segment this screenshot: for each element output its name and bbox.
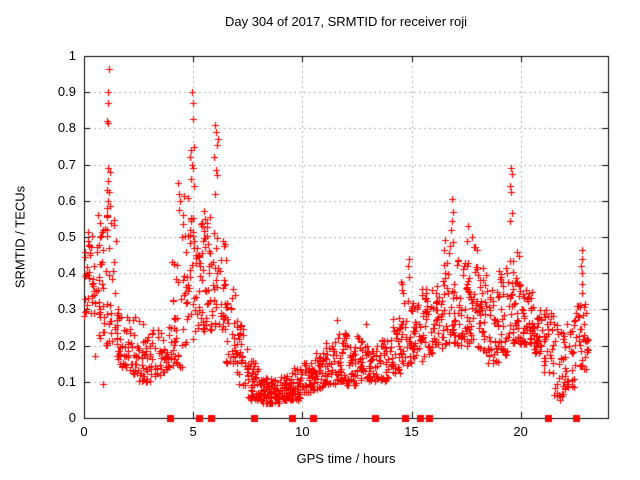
y-tick-label: 0.9 (57, 84, 76, 100)
x-tick-label: 5 (189, 424, 197, 439)
y-tick-label: 0.7 (57, 156, 76, 172)
y-tick-label: 0.6 (57, 192, 76, 208)
chart-title: Day 304 of 2017, SRMTID for receiver roj… (224, 14, 468, 29)
y-tick-label: 1 (68, 48, 76, 63)
y-tick-label: 0.4 (57, 265, 76, 281)
x-tick-label: 10 (295, 424, 310, 439)
x-tick-label: 0 (80, 424, 88, 439)
x-axis-title: GPS time / hours (296, 451, 396, 466)
y-tick-label: 0.8 (57, 120, 76, 136)
y-tick-label: 0.2 (57, 337, 76, 353)
y-tick-label: 0 (68, 410, 76, 425)
y-tick-label: 0.5 (57, 229, 76, 244)
y-tick-label: 0.3 (57, 301, 76, 317)
x-tick-label: 15 (404, 424, 419, 439)
y-tick-label: 0.1 (57, 373, 76, 389)
x-tick-label: 20 (513, 424, 528, 439)
